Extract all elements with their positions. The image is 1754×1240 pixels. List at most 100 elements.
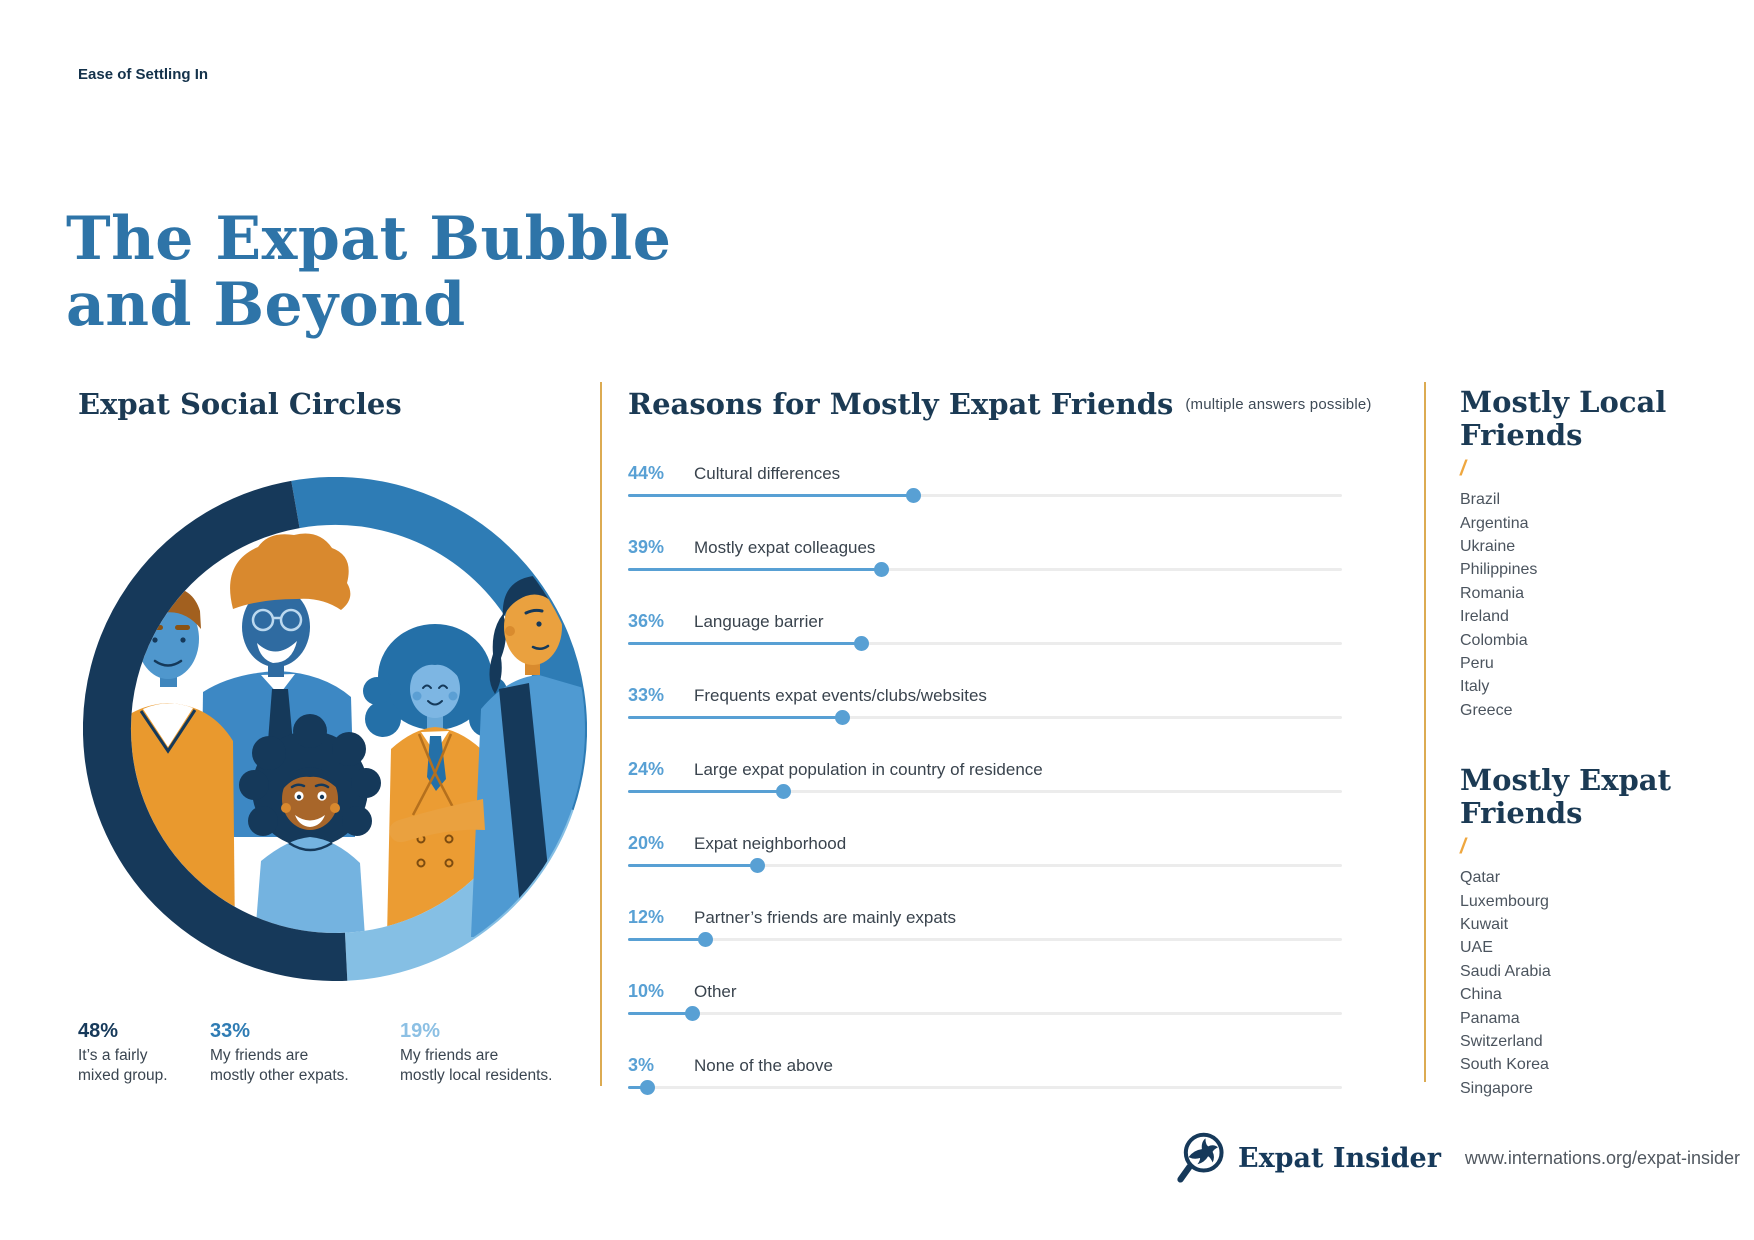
country-item: Peru bbox=[1460, 654, 1494, 672]
reason-percent: 3% bbox=[628, 1055, 655, 1075]
reason-bar-dot bbox=[873, 562, 889, 577]
reasons-note: (multiple answers possible) bbox=[1185, 396, 1372, 413]
reason-label: None of the above bbox=[694, 1056, 833, 1075]
reason-percent: 39% bbox=[628, 537, 665, 557]
reason-label: Other bbox=[694, 982, 737, 1001]
reason-bar-track bbox=[628, 488, 1342, 503]
reason-bar-track bbox=[628, 1006, 1342, 1021]
reason-bar-fill bbox=[628, 864, 758, 867]
footer-url[interactable]: www.internations.org/expat-insider bbox=[1464, 1147, 1741, 1168]
reason-label: Frequents expat events/clubs/websites bbox=[694, 686, 987, 705]
reason-bar-fill bbox=[628, 568, 882, 571]
reason-row: 39% Mostly expat colleagues bbox=[628, 536, 1342, 577]
reason-row: 24% Large expat population in country of … bbox=[628, 758, 1342, 799]
reason-bar-fill bbox=[628, 642, 862, 645]
reason-row: 12% Partner’s friends are mainly expats bbox=[628, 906, 1342, 947]
country-item: Switzerland bbox=[1460, 1032, 1543, 1050]
reason-row: 33% Frequents expat events/clubs/websites bbox=[628, 684, 1342, 725]
reason-row: 3% None of the above bbox=[628, 1054, 1342, 1095]
reason-label: Partner’s friends are mainly expats bbox=[694, 908, 957, 927]
country-item: Argentina bbox=[1460, 514, 1529, 532]
country-item: Philippines bbox=[1460, 561, 1538, 579]
reason-percent: 24% bbox=[628, 759, 665, 779]
donut-stat-mostly-expats: 33% My friends are mostly other expats. bbox=[210, 1020, 385, 1087]
mostly-local-friends-heading: Mostly Local Friends bbox=[1460, 385, 1667, 453]
reasons-heading: Reasons for Mostly Expat Friends (multipl… bbox=[628, 387, 1372, 421]
reason-bar-dot bbox=[750, 858, 766, 873]
reason-bar-fill bbox=[628, 790, 784, 793]
country-item: Ireland bbox=[1460, 608, 1509, 626]
stat-caption: My friends are mostly other expats. bbox=[210, 1047, 349, 1085]
reason-bar-fill bbox=[628, 938, 706, 941]
reason-bar-fill bbox=[628, 1012, 693, 1015]
page-title: The Expat Bubble and Beyond bbox=[66, 206, 671, 338]
donut-segment-mixed-48 bbox=[83, 480, 348, 981]
stat-percent: 48% bbox=[78, 1020, 119, 1042]
reason-label: Language barrier bbox=[694, 612, 824, 631]
reason-bar-dot bbox=[698, 932, 714, 947]
reason-bar-dot bbox=[854, 636, 870, 651]
expat-insider-wordmark: Expat Insider bbox=[1238, 1142, 1441, 1174]
mostly-local-friends-block: Mostly Local Friends / Brazil Argentina … bbox=[1460, 385, 1710, 722]
reason-bar-track bbox=[628, 636, 1342, 651]
social-circles-heading: Expat Social Circles bbox=[78, 387, 402, 421]
reason-bar-dot bbox=[776, 784, 792, 799]
reason-row: 36% Language barrier bbox=[628, 610, 1342, 651]
reason-percent: 44% bbox=[628, 463, 665, 483]
country-item: Qatar bbox=[1460, 869, 1501, 887]
country-item: Luxembourg bbox=[1460, 892, 1549, 910]
country-item: Italy bbox=[1460, 678, 1490, 696]
stat-percent: 33% bbox=[210, 1020, 251, 1042]
group-of-people-illustration bbox=[131, 533, 507, 933]
mostly-local-friends-list: Brazil Argentina Ukraine Philippines Rom… bbox=[1460, 488, 1710, 722]
reason-row: 20% Expat neighborhood bbox=[628, 832, 1342, 873]
country-item: Panama bbox=[1460, 1009, 1520, 1027]
reason-label: Mostly expat colleagues bbox=[694, 538, 876, 557]
donut-stat-mostly-locals: 19% My friends are mostly local resident… bbox=[400, 1020, 575, 1087]
reason-bar-dot bbox=[834, 710, 850, 725]
orange-slash-mark: / bbox=[1460, 457, 1466, 481]
reason-bar-track bbox=[628, 932, 1342, 947]
stat-caption: It’s a fairly mixed group. bbox=[78, 1047, 168, 1085]
country-item: Colombia bbox=[1460, 631, 1528, 649]
country-item: China bbox=[1460, 986, 1502, 1004]
reason-bar-fill bbox=[628, 716, 843, 719]
country-item: UAE bbox=[1460, 939, 1493, 957]
mostly-expat-friends-list: Qatar Luxembourg Kuwait UAE Saudi Arabia… bbox=[1460, 866, 1710, 1100]
country-item: South Korea bbox=[1460, 1056, 1549, 1074]
expat-social-circles-donut-chart bbox=[83, 477, 587, 981]
reason-bar-dot bbox=[639, 1080, 655, 1095]
reason-percent: 20% bbox=[628, 833, 665, 853]
stat-caption: My friends are mostly local residents. bbox=[400, 1047, 553, 1085]
country-item: Brazil bbox=[1460, 491, 1501, 509]
country-item: Romania bbox=[1460, 584, 1525, 602]
right-column-divider bbox=[1424, 382, 1426, 1082]
reason-label: Expat neighborhood bbox=[694, 834, 847, 853]
reason-percent: 12% bbox=[628, 907, 665, 927]
reason-row: 44% Cultural differences bbox=[628, 462, 1342, 503]
reason-bar-track bbox=[628, 784, 1342, 799]
reason-bar-track bbox=[628, 858, 1342, 873]
reason-bar-fill bbox=[628, 494, 914, 497]
country-item: Ukraine bbox=[1460, 537, 1516, 555]
country-item: Kuwait bbox=[1460, 915, 1509, 933]
reason-bar-track bbox=[628, 1080, 1342, 1095]
reason-bar-dot bbox=[906, 488, 922, 503]
reason-bar-track bbox=[628, 710, 1342, 725]
mostly-expat-friends-block: Mostly Expat Friends / Qatar Luxembourg … bbox=[1460, 763, 1710, 1100]
expat-insider-magnifier-bird-logo bbox=[1177, 1132, 1224, 1183]
reason-percent: 36% bbox=[628, 611, 665, 631]
stat-percent: 19% bbox=[400, 1020, 441, 1042]
footer: Expat Insider www.internations.org/expat… bbox=[1176, 1130, 1740, 1186]
reason-row: 10% Other bbox=[628, 980, 1342, 1021]
reason-label: Cultural differences bbox=[694, 464, 841, 483]
country-item: Singapore bbox=[1460, 1079, 1533, 1097]
reason-bar-dot bbox=[685, 1006, 701, 1021]
report-section-label: Ease of Settling In bbox=[78, 66, 209, 83]
country-item: Saudi Arabia bbox=[1460, 962, 1551, 980]
page-title-line1: The Expat Bubble bbox=[66, 204, 672, 275]
reason-percent: 33% bbox=[628, 685, 665, 705]
reason-bar-track bbox=[628, 562, 1342, 577]
country-item: Greece bbox=[1460, 701, 1513, 719]
reason-percent: 10% bbox=[628, 981, 665, 1001]
